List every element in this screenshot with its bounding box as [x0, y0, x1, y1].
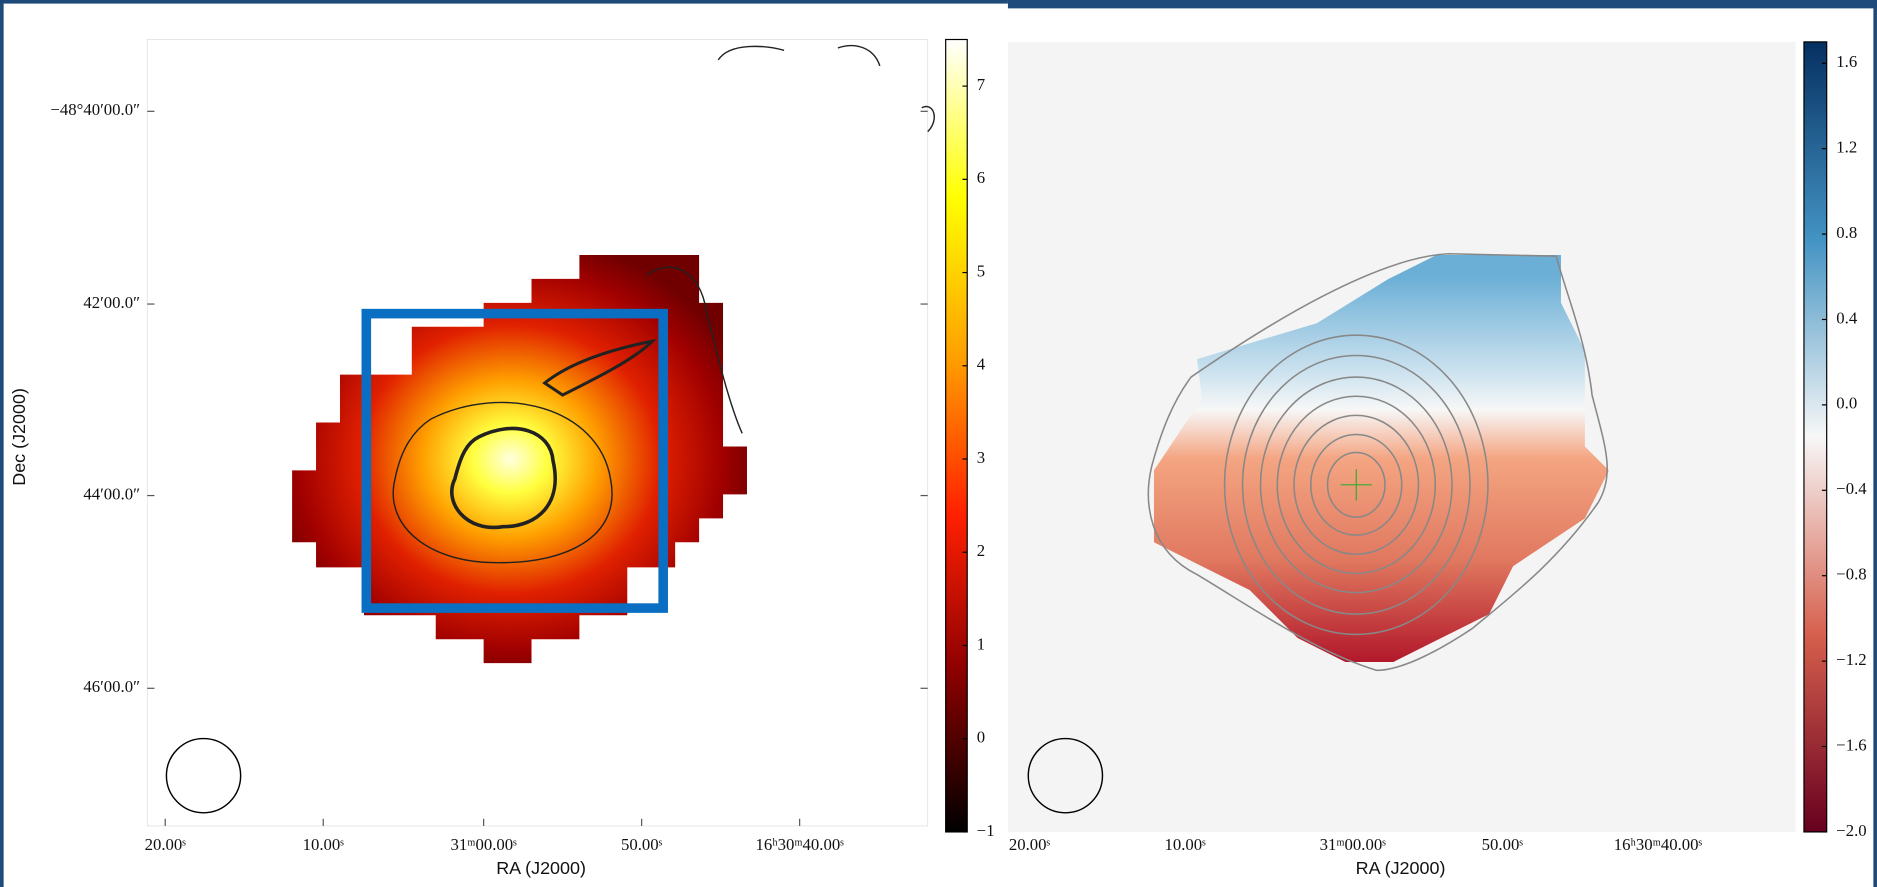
y-tick-label: 46′00.0″	[83, 677, 140, 696]
x-tick-label: 50.00ˢ	[621, 835, 663, 854]
colorbar-tick-label: 0.8	[1836, 223, 1857, 242]
colorbar-tick-label: −0.8	[1836, 565, 1866, 584]
border	[1873, 0, 1877, 887]
x-tick-label: 20.00ˢ	[1009, 835, 1051, 854]
y-axis-label: Dec (J2000)	[9, 388, 29, 486]
colorbar-tick-label: −0.4	[1836, 479, 1867, 498]
y-tick-label: 42′00.0″	[83, 293, 140, 312]
y-tick-label: −48°40′00.0″	[50, 100, 140, 119]
colorbar	[1804, 42, 1827, 832]
x-tick-label: 10.00ˢ	[303, 835, 345, 854]
colorbar	[946, 40, 968, 832]
colorbar-tick-label: 6	[977, 168, 985, 187]
x-tick-label: 31ᵐ00.00ˢ	[451, 835, 518, 854]
colorbar-tick-label: 2	[977, 541, 985, 560]
colorbar-tick-label: 7	[977, 75, 985, 94]
colorbar-tick-label: −2.0	[1836, 821, 1866, 840]
x-tick-label: 10.00ˢ	[1164, 835, 1206, 854]
colorbar-tick-label: −1.2	[1836, 650, 1866, 669]
x-tick-label: 50.00ˢ	[1482, 835, 1524, 854]
colorbar-tick-label: 1.2	[1836, 138, 1857, 157]
x-tick-label: 20.00ˢ	[145, 835, 187, 854]
colorbar-tick-label: 1.6	[1836, 52, 1857, 71]
figure: 20.00ˢ 10.00ˢ 31ᵐ00.00ˢ 50.00ˢ 16ʰ30ᵐ40.00ˢ R…	[0, 0, 1877, 887]
colorbar-tick-label: 5	[977, 261, 985, 280]
border	[0, 0, 4, 887]
y-tick-label: 44′00.0″	[83, 484, 140, 503]
colorbar-tick-label: 4	[977, 355, 986, 374]
x-axis-label: RA (J2000)	[1356, 858, 1446, 878]
x-tick-label: 31ᵐ00.00ˢ	[1320, 835, 1387, 854]
colorbar-tick-label: −1.6	[1836, 735, 1866, 754]
x-tick-label: 16ʰ30ᵐ40.00ˢ	[1614, 835, 1703, 854]
x-tick-label: 16ʰ30ᵐ40.00ˢ	[755, 835, 844, 854]
border	[1008, 0, 1877, 8]
border	[0, 0, 1008, 4]
colorbar-tick-label: 0.4	[1836, 308, 1858, 327]
colorbar-tick-label: 0	[977, 728, 985, 747]
colorbar-tick-label: 1	[977, 634, 985, 653]
colorbar-tick-label: −1	[977, 821, 995, 840]
colorbar-tick-label: 0.0	[1836, 394, 1857, 413]
colorbar-tick-label: 3	[977, 448, 985, 467]
x-axis-label: RA (J2000)	[496, 858, 586, 878]
